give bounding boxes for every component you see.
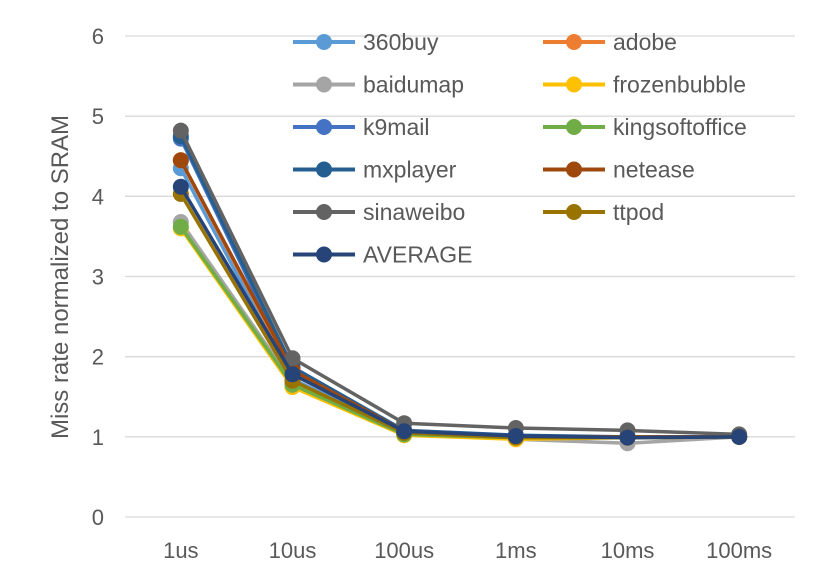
x-tick-label: 10us [269, 538, 317, 563]
series-lines [172, 122, 748, 452]
data-point [619, 429, 636, 446]
legend-item: netease [543, 157, 695, 183]
series-line [179, 185, 740, 440]
legend-label: baidumap [363, 72, 464, 98]
y-tick-label: 4 [92, 184, 104, 209]
data-point [172, 178, 189, 195]
legend-label: 360buy [363, 29, 439, 55]
legend-marker [566, 204, 582, 220]
data-point [507, 428, 524, 445]
data-point [284, 350, 301, 367]
legend-marker [566, 119, 582, 135]
legend-label: kingsoftoffice [613, 114, 747, 140]
legend-item: sinaweibo [293, 199, 465, 225]
y-tick-label: 0 [92, 505, 104, 530]
x-tick-label: 10ms [601, 538, 655, 563]
legend-item: adobe [543, 29, 677, 55]
series-line [179, 129, 740, 437]
legend-label: mxplayer [363, 157, 457, 183]
legend-marker [316, 161, 332, 178]
data-point [396, 423, 413, 440]
data-point [172, 152, 189, 169]
data-point [172, 218, 189, 235]
y-tick-label: 1 [92, 425, 104, 450]
legend-marker [566, 34, 582, 50]
x-tick-label: 1ms [495, 538, 537, 563]
y-tick-label: 2 [92, 345, 104, 370]
legend-marker [566, 161, 582, 178]
y-tick-label: 6 [92, 24, 104, 49]
legend-item: baidumap [293, 72, 464, 98]
legend-label: adobe [613, 29, 677, 55]
legend-item: AVERAGE [293, 242, 473, 268]
data-point [731, 428, 748, 445]
legend-item: k9mail [293, 114, 429, 140]
legend-item: frozenbubble [543, 72, 746, 98]
legend-label: frozenbubble [613, 72, 746, 98]
y-axis-ticks: 0 1 2 3 4 5 6 [92, 24, 104, 530]
x-tick-label: 100ms [706, 538, 772, 563]
legend-label: k9mail [363, 114, 429, 140]
legend-item: kingsoftoffice [543, 114, 747, 140]
legend-label: AVERAGE [363, 242, 473, 268]
x-tick-label: 1us [163, 538, 198, 563]
y-tick-label: 3 [92, 265, 104, 290]
legend-item: 360buy [293, 29, 439, 55]
data-point [172, 122, 189, 139]
y-tick-label: 5 [92, 104, 104, 129]
x-axis-ticks: 1us 10us 100us 1ms 10ms 100ms [163, 538, 772, 563]
legend-label: netease [613, 157, 695, 183]
series-line [179, 137, 740, 439]
legend-label: ttpod [613, 199, 664, 225]
data-point [284, 366, 301, 383]
legend-marker [316, 246, 332, 263]
legend: 360buy adobe baidumap frozenbubble k9mail kin… [293, 29, 747, 268]
legend-item: mxplayer [293, 157, 457, 183]
legend-marker [316, 34, 332, 50]
legend-item: ttpod [543, 199, 664, 225]
legend-marker [316, 76, 332, 93]
legend-marker [566, 76, 582, 93]
gridlines [125, 35, 795, 518]
legend-marker [316, 204, 332, 220]
legend-label: sinaweibo [363, 199, 465, 225]
series-average [172, 178, 748, 446]
legend-marker [316, 119, 332, 135]
x-tick-label: 100us [374, 538, 434, 563]
y-axis-label: Miss rate normalized to SRAM [47, 115, 74, 439]
